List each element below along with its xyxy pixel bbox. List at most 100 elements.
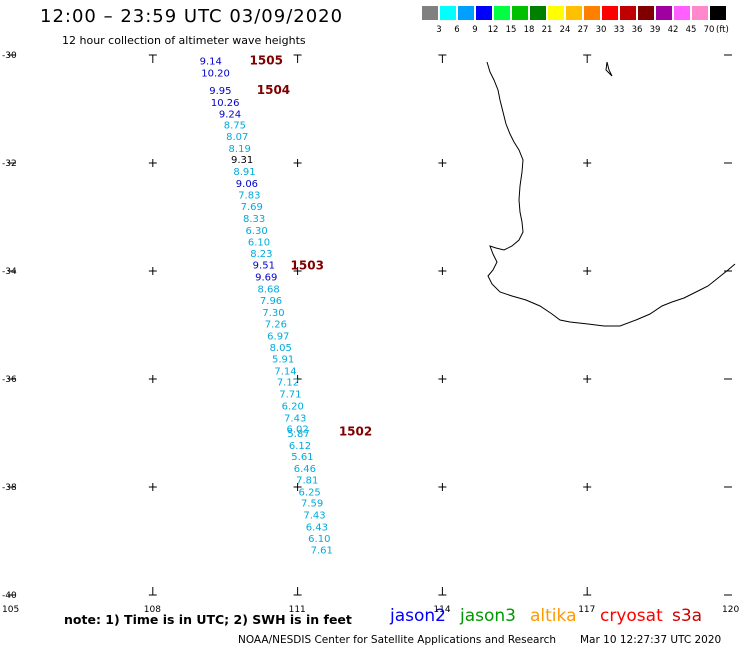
- wave-height-label: 9.14: [200, 56, 222, 67]
- satellite-altika: altika: [530, 606, 577, 626]
- wave-height-label: 7.30: [262, 308, 284, 319]
- wave-height-label: 5.91: [272, 354, 294, 365]
- wave-height-label: 7.96: [260, 296, 282, 307]
- wave-height-label: 9.69: [255, 272, 277, 283]
- legend-swatch: [602, 6, 618, 20]
- lat-label: -30: [2, 51, 17, 61]
- wave-height-label: 6.97: [267, 331, 289, 342]
- wave-height-label: 9.51: [253, 261, 275, 272]
- wave-height-label: 7.12: [277, 378, 299, 389]
- wave-height-label: 7.14: [274, 366, 296, 377]
- lon-label: 120: [722, 605, 739, 615]
- satellite-jason3: jason3: [460, 606, 516, 626]
- wave-height-label: 8.07: [226, 132, 248, 143]
- legend-label: 33: [613, 25, 625, 35]
- lat-label: -34: [2, 267, 17, 277]
- wave-height-label: 8.23: [250, 249, 272, 260]
- pass-number-label: 1502: [339, 424, 372, 438]
- legend-swatch: [566, 6, 582, 20]
- wave-height-label: 8.33: [243, 214, 265, 225]
- wave-height-label: 9.06: [236, 179, 258, 190]
- satellite-s3a: s3a: [672, 606, 703, 626]
- wave-height-label: 6.10: [248, 237, 270, 248]
- legend-label: 45: [685, 25, 697, 35]
- wave-height-label: 6.02: [286, 425, 308, 436]
- map-subtitle: 12 hour collection of altimeter wave hei…: [62, 34, 306, 47]
- wave-height-label: 7.83: [238, 190, 260, 201]
- legend-swatch: [494, 6, 510, 20]
- wave-height-label: 8.75: [224, 121, 246, 132]
- wave-height-label: 6.30: [245, 226, 267, 237]
- legend-label: 12: [487, 25, 499, 35]
- wave-height-label: 7.69: [241, 202, 263, 213]
- legend-swatch: [656, 6, 672, 20]
- legend-swatch: [548, 6, 564, 20]
- legend-label: 15: [505, 25, 517, 35]
- legend-label: 27: [577, 25, 589, 35]
- wave-height-label: 7.81: [296, 475, 318, 486]
- altimeter-track: 9.1410.209.9510.269.248.758.078.199.318.…: [200, 53, 373, 556]
- legend-swatch: [476, 6, 492, 20]
- wave-height-label: 6.46: [294, 464, 316, 475]
- wave-height-label: 7.43: [284, 413, 306, 424]
- legend-swatch: [710, 6, 726, 20]
- legend-swatch: [674, 6, 690, 20]
- legend-label: 3: [436, 25, 442, 35]
- wave-height-label: 7.59: [301, 499, 323, 510]
- map-title: 12:00 – 23:59 UTC 03/09/2020: [40, 6, 344, 27]
- note-text: note: 1) Time is in UTC; 2) SWH is in fe…: [64, 612, 352, 627]
- satellite-jason2: jason2: [390, 606, 446, 626]
- wave-height-label: 8.05: [270, 343, 292, 354]
- wave-height-label: 9.24: [219, 109, 241, 120]
- legend-label: 70: [703, 25, 715, 35]
- wave-height-label: 6.12: [289, 441, 311, 452]
- legend-label: 21: [541, 25, 553, 35]
- legend-swatch: [638, 6, 654, 20]
- legend-swatch: [530, 6, 546, 20]
- legend-swatch: [584, 6, 600, 20]
- wave-height-label: 6.25: [299, 487, 321, 498]
- wave-height-label: 5.87: [287, 429, 309, 440]
- wave-height-label: 7.26: [265, 319, 287, 330]
- legend-swatch: [422, 6, 438, 20]
- legend-label: 9: [472, 25, 478, 35]
- wave-height-label: 8.68: [258, 284, 280, 295]
- lat-label: -40: [2, 591, 17, 601]
- legend-swatch: [512, 6, 528, 20]
- graticule: -30 -32 -34 -36 -38 -40 105 108 111 114 117 120: [2, 51, 739, 615]
- legend-swatch: [620, 6, 636, 20]
- legend-label: 6: [454, 25, 460, 35]
- legend-swatch: [440, 6, 456, 20]
- legend-swatch: [458, 6, 474, 20]
- lon-label: 105: [2, 605, 19, 615]
- wave-height-label: 9.95: [209, 86, 231, 97]
- wave-height-label: 6.10: [308, 534, 330, 545]
- wave-height-label: 7.43: [303, 511, 325, 522]
- lon-label: 108: [144, 605, 161, 615]
- wave-height-label: 6.43: [306, 522, 328, 533]
- legend-label: 18: [523, 25, 535, 35]
- legend-label: 24: [559, 25, 571, 35]
- wave-height-label: 7.71: [279, 390, 301, 401]
- pass-number-label: 1505: [250, 53, 283, 67]
- pass-number-label: 1504: [257, 83, 290, 97]
- lon-label: 114: [433, 605, 450, 615]
- coastline-fragment: [605, 61, 613, 77]
- legend-label: 30: [595, 25, 607, 35]
- wave-height-label: 7.61: [311, 546, 333, 557]
- wave-height-label: 9.31: [231, 155, 253, 166]
- wave-height-label: 5.61: [291, 452, 313, 463]
- credit-text: NOAA/NESDIS Center for Satellite Applica…: [238, 634, 556, 646]
- lon-label: 111: [289, 605, 306, 615]
- wave-height-label: 6.20: [282, 401, 304, 412]
- legend-swatch: [692, 6, 708, 20]
- wave-height-label: 8.91: [233, 167, 255, 178]
- lat-label: -32: [2, 159, 17, 169]
- lat-label: -36: [2, 375, 17, 385]
- lon-label: 117: [578, 605, 595, 615]
- legend-unit: (ft): [716, 25, 729, 35]
- legend-label: 42: [667, 25, 679, 35]
- australia-west-coastline: [486, 61, 736, 327]
- satellite-cryosat: cryosat: [600, 606, 663, 626]
